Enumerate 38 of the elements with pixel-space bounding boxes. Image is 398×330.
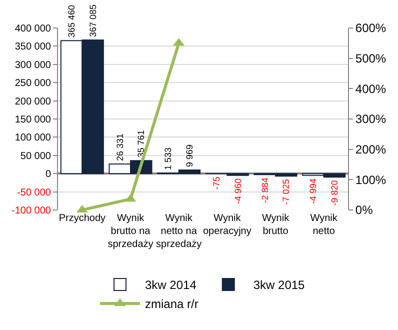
- data-label: -75: [212, 176, 222, 190]
- y-tick-label: 150 000: [14, 114, 52, 126]
- y2-tick-label: 400%: [355, 82, 386, 96]
- legend-label: 3kw 2014: [145, 278, 197, 292]
- y-tick-label: -100 000: [12, 206, 52, 216]
- data-label: 367 085: [88, 4, 98, 37]
- y-tick-label: -50 000: [17, 187, 52, 198]
- data-label: -4 960: [232, 178, 243, 204]
- y2-tick-label: 200%: [355, 142, 386, 157]
- data-label: 365 460: [66, 5, 77, 38]
- data-label: 26 331: [114, 133, 125, 162]
- data-label: -4 994: [308, 178, 318, 204]
- y2-tick-label: 0%: [355, 203, 374, 218]
- data-label: -2 884: [260, 178, 270, 204]
- y2-tick-label: 300%: [355, 112, 386, 126]
- x-tick-label: Przychody: [58, 213, 106, 224]
- y-tick-label: 100 000: [14, 132, 52, 144]
- y2-tick-label: 100%: [355, 172, 386, 187]
- y-tick-label: 0: [45, 169, 52, 180]
- data-label: -7 025: [281, 179, 292, 205]
- x-tick-label: Wynik netto: [310, 213, 338, 237]
- y-tick-label: 50 000: [20, 150, 52, 162]
- y-tick-label: 350 000: [14, 42, 52, 53]
- data-label: 9 969: [184, 144, 194, 167]
- legend-label: 3kw 2015: [253, 278, 306, 292]
- x-tick-label: Wynik operacyjny: [202, 213, 252, 237]
- legend-label: zmiana r/r: [145, 297, 198, 312]
- y2-tick-label: 500%: [355, 52, 386, 66]
- x-tick-label: Wynik brutto: [262, 213, 290, 237]
- data-label: -9 820: [329, 180, 340, 206]
- y-tick-label: 400 000: [14, 24, 52, 34]
- x-tick-label: Wynik netto na sprzedaży: [156, 213, 202, 250]
- data-label: 1 533: [163, 148, 174, 170]
- x-tick-label: Wynik brutto na sprzedaży: [108, 213, 154, 250]
- y-tick-label: 300 000: [14, 60, 52, 71]
- y-tick-label: 250 000: [14, 78, 52, 90]
- y-tick-label: 200 000: [14, 96, 52, 108]
- y2-tick-label: 600%: [355, 21, 386, 36]
